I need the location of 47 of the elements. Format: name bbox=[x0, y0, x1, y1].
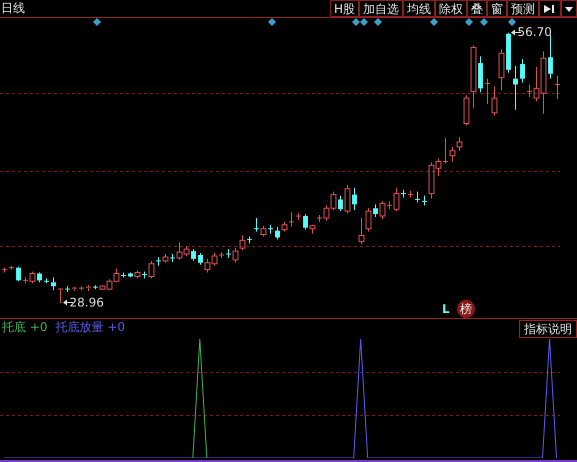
candlestick bbox=[373, 204, 378, 218]
text: H股 bbox=[330, 0, 359, 17]
candlestick bbox=[492, 86, 498, 116]
candlestick bbox=[414, 191, 420, 203]
text: 日线 bbox=[1, 0, 25, 17]
candlestick bbox=[400, 189, 406, 198]
candlestick bbox=[288, 212, 294, 228]
candlestick bbox=[58, 288, 64, 304]
text: 叠 bbox=[467, 0, 487, 17]
candlestick bbox=[303, 214, 308, 230]
candlestick bbox=[450, 146, 456, 162]
candlestick bbox=[554, 75, 560, 100]
text: 托底 bbox=[2, 320, 26, 334]
candlestick bbox=[358, 217, 364, 245]
annotation: 56.70 bbox=[518, 24, 552, 39]
candlestick bbox=[506, 32, 511, 74]
candlestick bbox=[352, 187, 357, 211]
candlestick bbox=[484, 78, 490, 104]
candlestick bbox=[513, 65, 518, 110]
candlestick bbox=[51, 276, 56, 291]
text: 均线 bbox=[403, 0, 435, 17]
candlestick bbox=[456, 136, 462, 152]
text: 窗 bbox=[487, 0, 507, 17]
candlestick bbox=[498, 48, 504, 91]
candlestick bbox=[478, 56, 483, 93]
candlestick bbox=[128, 272, 133, 278]
candlestick bbox=[422, 195, 428, 206]
text: +0 bbox=[30, 320, 48, 334]
candlestick bbox=[275, 226, 280, 240]
candlestick bbox=[470, 45, 476, 108]
candlestick bbox=[520, 58, 525, 84]
text: 除权 bbox=[435, 0, 467, 17]
candlestick bbox=[170, 254, 176, 262]
text: 指标说明 bbox=[519, 320, 577, 338]
text: 加自选 bbox=[359, 0, 403, 17]
candlestick bbox=[338, 195, 343, 212]
candlestick bbox=[37, 272, 42, 283]
text: 托底放量 bbox=[56, 320, 104, 334]
candlestick bbox=[226, 248, 232, 258]
annotation: L bbox=[442, 302, 450, 316]
annotation: 28.96 bbox=[70, 295, 104, 310]
candlestick bbox=[16, 266, 21, 282]
candlestick bbox=[191, 248, 196, 262]
candlestick bbox=[86, 284, 92, 292]
candlestick bbox=[254, 217, 260, 232]
text: 预测 bbox=[507, 0, 539, 17]
text: +0 bbox=[107, 320, 126, 334]
